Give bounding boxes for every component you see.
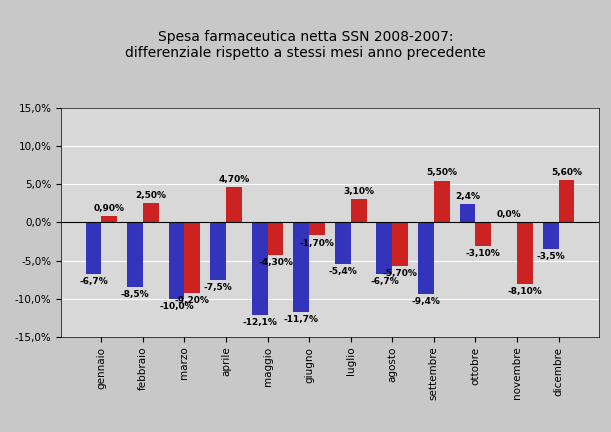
Bar <box>517 222 533 284</box>
Text: -8,10%: -8,10% <box>508 287 542 296</box>
Text: -1,70%: -1,70% <box>299 238 334 248</box>
Bar <box>127 222 143 287</box>
Text: -10,0%: -10,0% <box>159 302 194 311</box>
Bar <box>169 222 185 299</box>
Text: -11,7%: -11,7% <box>284 315 319 324</box>
Bar <box>459 204 475 222</box>
Text: -5,70%: -5,70% <box>382 269 418 278</box>
Text: -9,4%: -9,4% <box>412 297 441 306</box>
Text: -8,5%: -8,5% <box>121 290 149 299</box>
Text: -6,7%: -6,7% <box>370 276 399 286</box>
Bar <box>543 222 558 249</box>
Text: 2,50%: 2,50% <box>135 191 166 200</box>
Bar <box>252 222 268 315</box>
Bar <box>392 222 408 266</box>
Text: -3,5%: -3,5% <box>536 252 565 261</box>
Bar <box>293 222 309 312</box>
Text: 5,50%: 5,50% <box>426 168 457 178</box>
Bar <box>226 187 242 222</box>
Text: -6,7%: -6,7% <box>79 276 108 286</box>
Text: 4,70%: 4,70% <box>218 175 249 184</box>
Text: -5,4%: -5,4% <box>329 267 357 276</box>
Text: -9,20%: -9,20% <box>175 296 210 305</box>
Text: 0,0%: 0,0% <box>497 210 521 219</box>
Text: -7,5%: -7,5% <box>203 283 233 292</box>
Bar <box>351 199 367 222</box>
Text: 5,60%: 5,60% <box>551 168 582 177</box>
Bar <box>143 203 159 222</box>
Bar <box>376 222 392 273</box>
Bar <box>86 222 101 273</box>
Text: 2,4%: 2,4% <box>455 192 480 201</box>
Text: -3,10%: -3,10% <box>466 249 500 258</box>
Bar <box>185 222 200 293</box>
Text: -12,1%: -12,1% <box>242 318 277 327</box>
Text: -4,30%: -4,30% <box>258 258 293 267</box>
Text: Spesa farmaceutica netta SSN 2008-2007:
differenziale rispetto a stessi mesi ann: Spesa farmaceutica netta SSN 2008-2007: … <box>125 30 486 60</box>
Bar <box>475 222 491 246</box>
Text: 3,10%: 3,10% <box>343 187 374 196</box>
Bar <box>101 216 117 222</box>
Text: 0,90%: 0,90% <box>93 203 125 213</box>
Bar <box>434 181 450 222</box>
Bar <box>335 222 351 264</box>
Bar <box>210 222 226 280</box>
Bar <box>309 222 325 235</box>
Bar <box>268 222 284 255</box>
Bar <box>418 222 434 294</box>
Bar <box>558 180 574 222</box>
